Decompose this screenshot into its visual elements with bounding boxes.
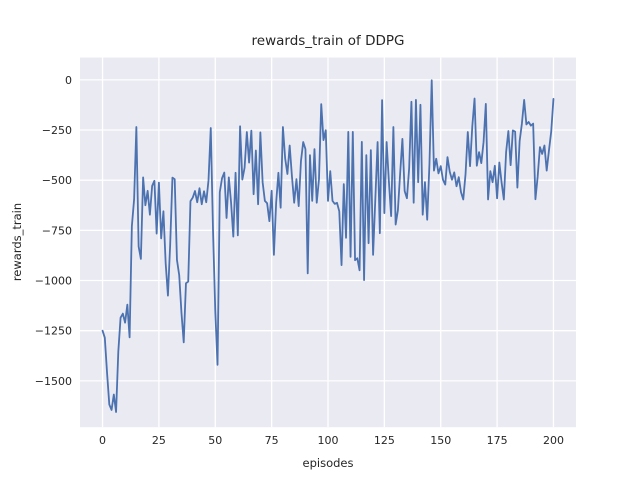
x-axis-label: episodes: [302, 456, 354, 470]
x-tick-label: 0: [99, 434, 106, 447]
reward-line-series: [101, 79, 555, 413]
x-tick-label: 50: [208, 434, 222, 447]
y-tick-label: −750: [42, 224, 72, 237]
x-tick-label: 25: [152, 434, 166, 447]
y-tick-label: −1500: [35, 375, 72, 388]
y-tick-label: −1250: [35, 325, 72, 338]
x-tick-label: 100: [318, 434, 339, 447]
x-tick-label: 150: [430, 434, 451, 447]
y-tick-label: −250: [42, 124, 72, 137]
x-tick-label: 75: [265, 434, 279, 447]
y-tick-label: −1000: [35, 275, 72, 288]
chart-title: rewards_train of DDPG: [251, 33, 405, 49]
x-tick-label: 200: [543, 434, 564, 447]
y-tick-label: −500: [42, 174, 72, 187]
y-axis-label: rewards_train: [10, 202, 24, 282]
x-tick-label: 175: [487, 434, 508, 447]
x-tick-label: 125: [374, 434, 395, 447]
y-tick-label: 0: [65, 74, 72, 87]
